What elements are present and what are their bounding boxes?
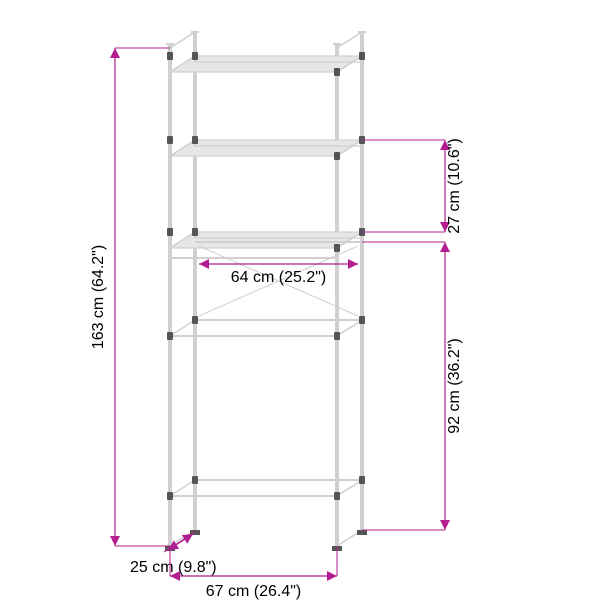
svg-text:64 cm (25.2"): 64 cm (25.2") <box>231 269 327 286</box>
svg-text:92 cm (36.2"): 92 cm (36.2") <box>446 338 463 434</box>
svg-text:25 cm (9.8"): 25 cm (9.8") <box>130 559 217 576</box>
svg-text:67 cm (26.4"): 67 cm (26.4") <box>206 583 302 600</box>
dimension-figure: 163 cm (64.2") 25 cm (9.8") 67 cm (26.4") 6… <box>0 0 600 600</box>
svg-text:163 cm (64.2"): 163 cm (64.2") <box>90 245 107 349</box>
svg-text:27 cm (10.6"): 27 cm (10.6") <box>446 138 463 234</box>
